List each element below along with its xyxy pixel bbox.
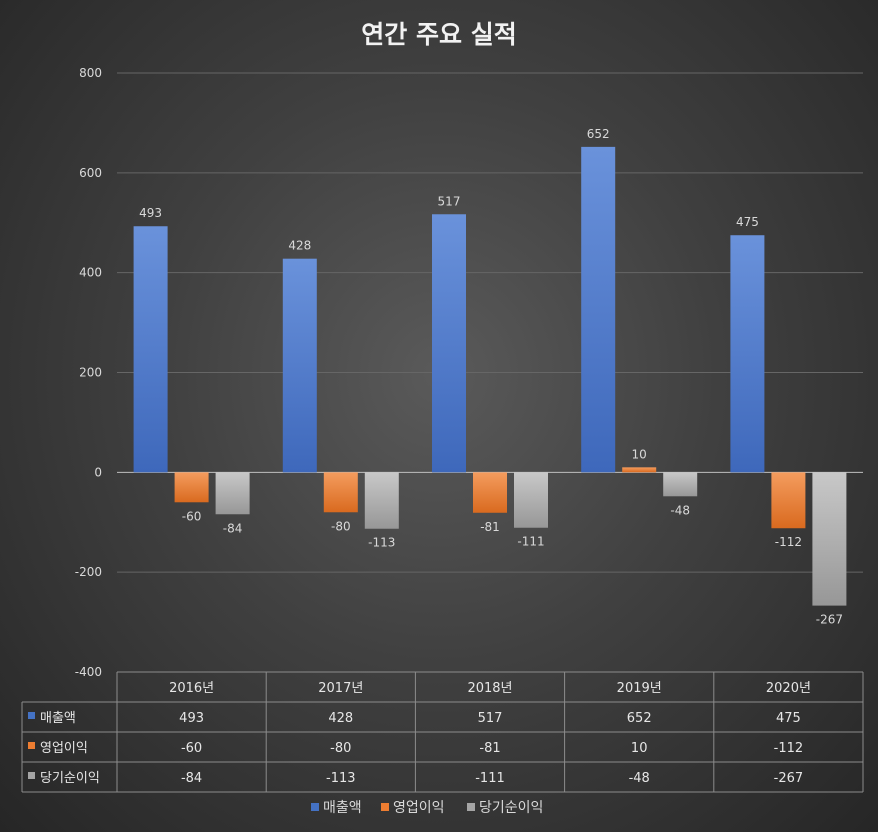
bar-당기순이익-2017년 [364, 472, 399, 529]
table-header-cell: 2018년 [467, 681, 512, 696]
table-cell: 428 [328, 711, 353, 726]
legend: 매출액 영업이익 당기순이익 [311, 800, 543, 816]
bars [133, 146, 847, 606]
table-header-cell: 2019년 [617, 681, 662, 696]
data-label: -48 [670, 503, 690, 517]
data-label: -111 [517, 535, 544, 549]
y-tick-label: 400 [79, 266, 102, 280]
table-cell: -111 [475, 771, 505, 786]
table-cell: 475 [776, 711, 801, 726]
bar-영업이익-2020년 [771, 472, 806, 529]
data-label: -113 [368, 536, 395, 550]
table-cell: 10 [631, 741, 648, 756]
table-cell: -81 [479, 741, 500, 756]
table-cell: -112 [774, 741, 804, 756]
y-tick-label: 200 [79, 366, 102, 380]
table-row-label: 당기순이익 [40, 771, 100, 786]
y-axis-ticks: 800 600 400 200 0 -200 -400 [75, 66, 102, 679]
table-row-label: 매출액 [40, 711, 76, 726]
bar-영업이익-2019년 [622, 467, 657, 473]
bar-당기순이익-2016년 [215, 472, 250, 515]
bar-당기순이익-2019년 [663, 472, 698, 497]
table-header-cell: 2020년 [766, 681, 811, 696]
bar-영업이익-2016년 [174, 472, 209, 503]
table-cell: -267 [774, 771, 804, 786]
bar-당기순이익-2020년 [812, 472, 847, 606]
table-legend-key [28, 712, 35, 719]
bar-매출액-2017년 [282, 258, 317, 473]
table-row-label: 영업이익 [40, 741, 88, 756]
legend-label: 매출액 [323, 800, 362, 816]
y-tick-label: 800 [79, 66, 102, 80]
y-tick-label: 600 [79, 166, 102, 180]
data-label: -81 [480, 520, 500, 534]
bar-매출액-2018년 [432, 214, 466, 473]
data-label: -80 [331, 519, 351, 533]
y-tick-label: -400 [75, 665, 102, 679]
table-legend-key [28, 742, 35, 749]
y-tick-label: -200 [75, 565, 102, 579]
legend-key [381, 803, 389, 811]
table-header-cell: 2017년 [318, 681, 363, 696]
table-cell: -113 [326, 771, 356, 786]
table-cell: -48 [629, 771, 650, 786]
bar-매출액-2019년 [581, 146, 616, 473]
bar-영업이익-2018년 [473, 472, 507, 513]
table-cell: 652 [627, 711, 652, 726]
data-label: -267 [816, 613, 843, 627]
data-label: 493 [139, 206, 162, 220]
table-cell: -60 [181, 741, 202, 756]
chart-title: 연간 주요 실적 [361, 20, 516, 49]
table-header-cell: 2016년 [169, 681, 214, 696]
table-cell: -80 [330, 741, 351, 756]
table-cell: 493 [179, 711, 204, 726]
bar-영업이익-2017년 [323, 472, 358, 513]
bar-매출액-2016년 [133, 226, 168, 473]
table-cell: 517 [478, 711, 503, 726]
bar-당기순이익-2018년 [514, 472, 548, 528]
y-tick-label: 0 [94, 465, 102, 479]
bar-매출액-2020년 [730, 235, 765, 473]
data-label: 10 [632, 447, 647, 461]
legend-label: 당기순이익 [479, 800, 543, 816]
legend-label: 영업이익 [393, 800, 445, 816]
legend-key [311, 803, 319, 811]
data-label: -84 [223, 521, 243, 535]
data-label: 517 [438, 194, 461, 208]
data-label: -112 [775, 535, 802, 549]
legend-key [467, 803, 475, 811]
data-label: 475 [736, 215, 759, 229]
data-labels: 493 -60 -84 428 -80 -113 517 -81 -111 652 10 -48 475… [139, 127, 843, 627]
data-label: 652 [587, 127, 610, 141]
table-legend-key [28, 772, 35, 779]
data-label: -60 [182, 509, 202, 523]
table-cell: -84 [181, 771, 202, 786]
data-label: 428 [288, 239, 311, 253]
